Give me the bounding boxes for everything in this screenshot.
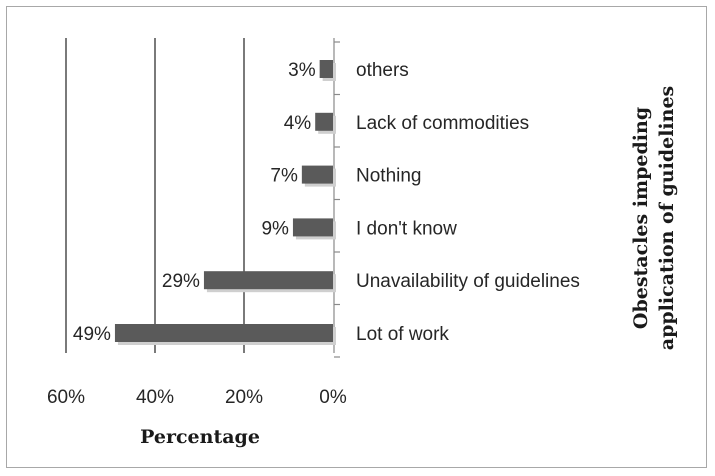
category-label-1: Unavailability of guidelines	[356, 271, 580, 292]
bar-2	[292, 218, 333, 237]
data-label-0: 49%	[73, 324, 111, 345]
x-tick-label-40: 40%	[136, 387, 174, 408]
category-labels: Lot of work Unavailability of guidelines I…	[356, 60, 580, 345]
x-tick-label-0: 0%	[319, 387, 347, 408]
category-label-4: Lack of commodities	[356, 113, 529, 134]
y-axis-title-line-1: Obestacles impeding	[630, 107, 652, 329]
category-label-5: others	[356, 60, 409, 81]
data-label-4: 4%	[284, 113, 312, 134]
data-label-1: 29%	[162, 271, 200, 292]
gridlines	[65, 38, 340, 358]
x-tick-label-60: 60%	[47, 387, 85, 408]
x-axis-title: Percentage	[140, 426, 260, 448]
bar-0	[114, 324, 333, 342]
data-label-5: 3%	[288, 60, 316, 81]
bar-5	[319, 60, 333, 78]
y-axis-title-line-2: application of guidelines	[656, 86, 678, 350]
bar-3	[301, 165, 333, 184]
chart-frame	[6, 6, 707, 468]
category-label-3: Nothing	[356, 166, 422, 187]
data-labels: 49% 29% 9% 7% 4% 3%	[73, 60, 316, 345]
x-tick-label-20: 20%	[225, 387, 263, 408]
bars	[114, 60, 336, 345]
bar-4	[315, 112, 333, 131]
data-label-2: 9%	[261, 218, 289, 239]
category-label-2: I don't know	[356, 218, 457, 239]
bar-1	[203, 271, 333, 290]
category-label-0: Lot of work	[356, 324, 449, 345]
x-tick-labels: 60% 40% 20% 0%	[47, 387, 347, 408]
data-label-3: 7%	[270, 166, 298, 187]
y-axis-title: Obestacles impeding application of guide…	[630, 86, 678, 350]
